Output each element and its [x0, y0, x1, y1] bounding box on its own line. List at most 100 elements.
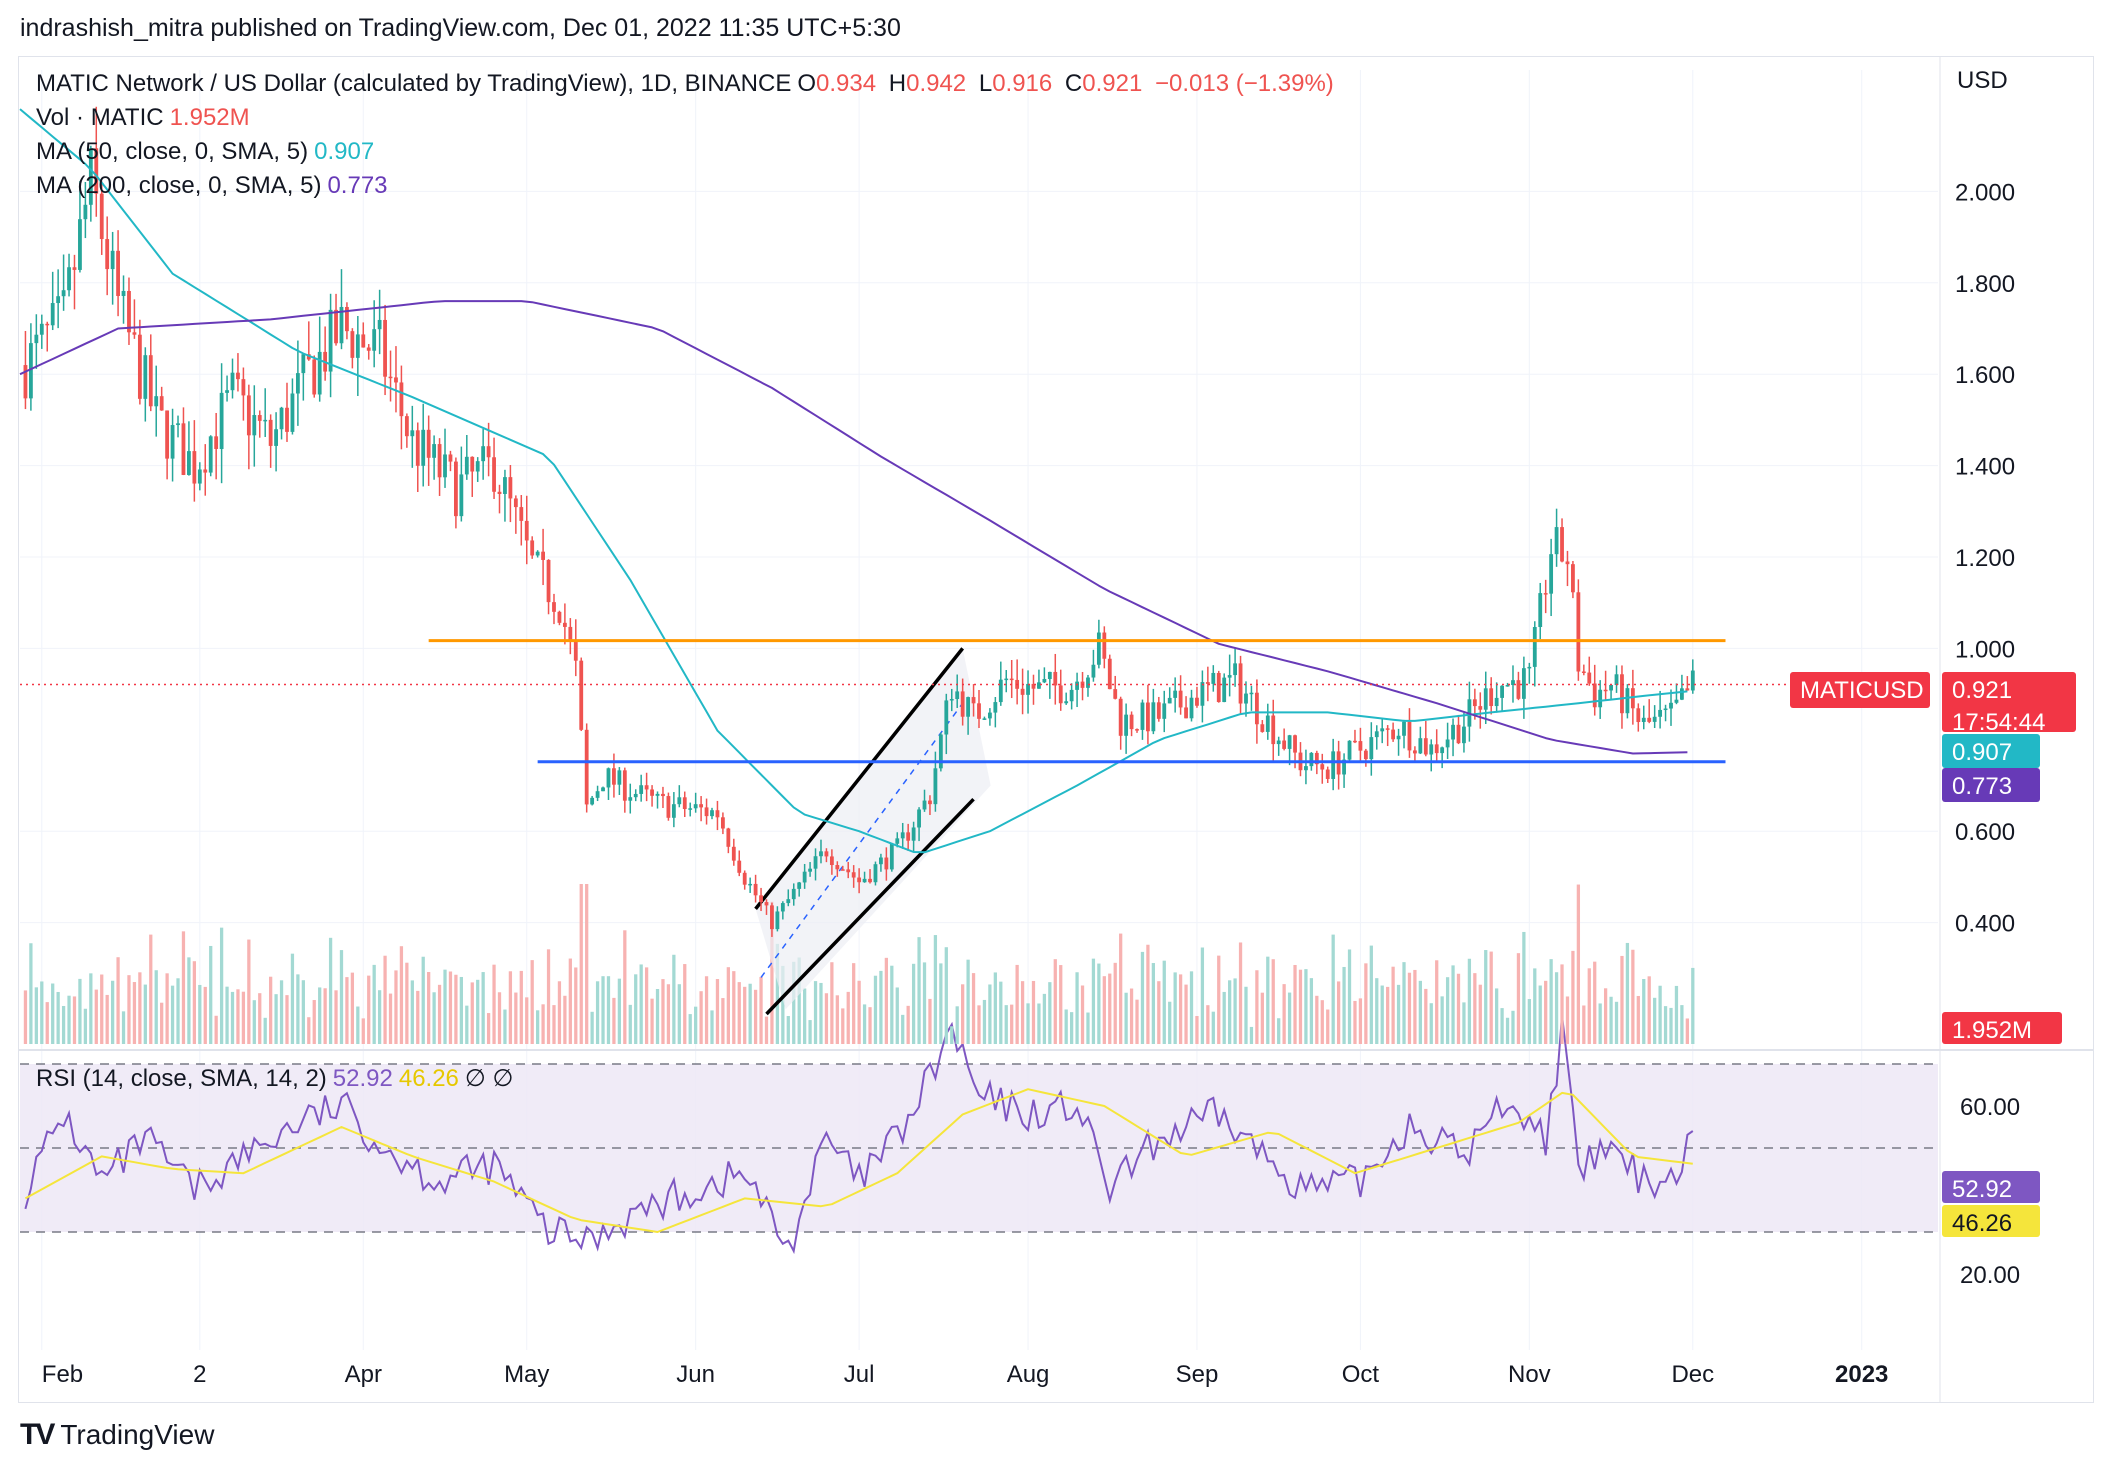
volume-bar	[1135, 999, 1139, 1044]
volume-bar	[110, 980, 115, 1044]
volume-badge-text: 1.952M	[1952, 1017, 2032, 1044]
legend-ma50-label: MA (50, close, 0, SMA, 5)	[36, 138, 309, 165]
legend-l-label: L	[978, 70, 993, 97]
currency-label: USD	[1957, 67, 2008, 94]
volume-bar	[476, 979, 480, 1044]
volume-bar	[1582, 1005, 1586, 1044]
volume-bar	[1680, 1005, 1684, 1044]
volume-bar	[1511, 1010, 1515, 1044]
volume-bar	[1620, 955, 1624, 1044]
candle-body	[688, 808, 693, 810]
volume-bar	[1119, 933, 1123, 1044]
volume-bar	[258, 993, 262, 1044]
candle-body	[415, 430, 420, 466]
ma200-badge-text: 0.773	[1952, 773, 2012, 800]
volume-bar	[100, 974, 104, 1044]
volume-bar	[1396, 984, 1401, 1044]
ma200-badge-bg	[1942, 768, 2040, 802]
candle-body	[312, 359, 317, 395]
candle-body	[911, 827, 916, 841]
candle-body	[655, 793, 660, 796]
candle-body	[176, 423, 180, 426]
time-tick-label: Nov	[1508, 1361, 1551, 1388]
candle-body	[99, 193, 104, 240]
volume-bar	[628, 1004, 632, 1044]
rsi-tick-label: 60.00	[1960, 1094, 2020, 1121]
candle-body	[285, 407, 289, 432]
volume-bar	[1255, 970, 1259, 1044]
volume-bar	[1020, 981, 1025, 1044]
volume-bar	[683, 964, 687, 1044]
volume-bar	[1598, 1003, 1602, 1044]
candle-body	[34, 334, 39, 344]
candle-body	[1167, 697, 1172, 704]
volume-bar	[1200, 947, 1205, 1044]
candle-body	[1434, 744, 1439, 754]
volume-bar	[1435, 960, 1439, 1044]
candle-body	[187, 451, 191, 475]
volume-bar	[410, 980, 414, 1044]
legend-h-label: H	[888, 70, 907, 97]
volume-bar	[1636, 995, 1640, 1044]
volume-bar	[367, 975, 371, 1044]
candle-body	[1026, 683, 1030, 695]
candle-body	[1031, 683, 1036, 689]
candle-body	[1418, 738, 1423, 754]
candle-body	[519, 507, 524, 521]
volume-bar	[808, 1020, 812, 1044]
volume-bar	[214, 1015, 218, 1044]
volume-bar	[1685, 1018, 1689, 1044]
legend-vol-label: Vol · MATIC	[36, 104, 164, 131]
candle-body	[1413, 750, 1417, 754]
candle-body	[1494, 697, 1499, 707]
candle-body	[246, 395, 251, 436]
volume-bar	[1287, 992, 1292, 1044]
volume-bar	[1614, 1001, 1619, 1044]
volume-bar	[1375, 978, 1379, 1044]
candle-body	[938, 734, 943, 769]
candle-body	[1641, 717, 1646, 723]
candle-body	[704, 807, 709, 817]
price-badge-bg	[1942, 672, 2076, 732]
volume-bar	[1554, 972, 1559, 1044]
volume-bar	[432, 992, 436, 1044]
volume-bar	[1331, 934, 1335, 1044]
candle-body	[628, 797, 633, 801]
candle-body	[1211, 672, 1216, 684]
volume-bar	[301, 980, 305, 1044]
candle-body	[214, 436, 219, 449]
ma50-badge-bg	[1942, 734, 2040, 768]
volume-bar	[252, 1000, 256, 1044]
candle-body	[1478, 706, 1483, 710]
volume-bar	[132, 982, 137, 1044]
volume-bar	[1451, 965, 1455, 1044]
legend-rsi-ma-value: 46.26	[398, 1065, 459, 1092]
candle-body	[1064, 701, 1069, 704]
candle-body	[590, 797, 595, 805]
candle-body	[443, 454, 447, 478]
volume-bar	[906, 1005, 910, 1044]
candle-body	[56, 296, 61, 304]
volume-bar	[1386, 986, 1390, 1044]
candle-body	[1091, 664, 1096, 678]
time-tick-label: 2023	[1835, 1361, 1888, 1388]
volume-bar	[1277, 1018, 1281, 1044]
candle-body	[546, 559, 551, 603]
candle-body	[475, 461, 480, 472]
volume-bar	[334, 990, 338, 1044]
volume-bar	[759, 976, 763, 1044]
volume-bar	[901, 1014, 905, 1044]
time-tick-label: Dec	[1671, 1361, 1714, 1388]
volume-bar	[1091, 958, 1096, 1044]
volume-bar	[803, 988, 807, 1044]
tradingview-brand[interactable]: TV TradingView	[20, 1418, 214, 1452]
candle-body	[1347, 740, 1352, 760]
volume-bar	[56, 991, 60, 1044]
volume-bar	[1069, 1012, 1074, 1044]
volume-bar	[982, 999, 987, 1044]
volume-bar	[198, 984, 202, 1044]
candle-body	[148, 355, 153, 407]
price-badges: MATICUSD 0.921 17:54:44 0.907 0.773 1.952M 52.…	[1790, 672, 2076, 1237]
candle-body	[268, 419, 273, 446]
